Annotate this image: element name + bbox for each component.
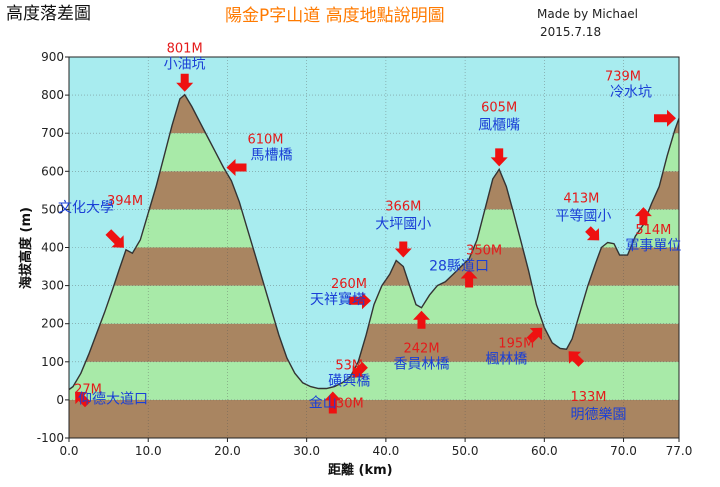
altitude-label: 413M — [563, 192, 599, 207]
place-label: 天祥寶塔 — [310, 292, 366, 308]
altitude-label: 30M — [336, 396, 364, 411]
place-label: 明德樂園 — [571, 406, 627, 423]
place-label: 仰德大道口 — [78, 392, 148, 408]
arrow-icon — [349, 292, 371, 310]
x-axis-label: 距離 (km) — [328, 462, 393, 478]
altitude-label: 394M — [107, 194, 143, 209]
place-label: 軍事單位 — [625, 238, 681, 254]
altitude-label: 133M — [570, 390, 606, 405]
altitude-label: 350M — [466, 244, 502, 259]
arrow-icon — [585, 226, 600, 241]
x-tick-label: 77.0 — [666, 444, 693, 458]
corner-title: 高度落差圖 — [6, 4, 91, 24]
x-tick-label: 20.0 — [214, 444, 241, 458]
y-tick-label: 200 — [41, 317, 64, 331]
place-label: 金山 — [309, 395, 337, 411]
place-label: 磺興橋 — [328, 374, 370, 390]
terrain-band — [69, 361, 679, 400]
plot-frame — [68, 56, 680, 439]
arrow-icon — [324, 391, 342, 414]
place-label: 楓林橋 — [485, 352, 527, 368]
y-tick-label: -100 — [37, 431, 64, 445]
y-tick-label: 900 — [41, 50, 64, 64]
arrow-icon — [568, 351, 585, 367]
altitude-label: 195M — [498, 337, 534, 352]
place-label: 小油坑 — [164, 57, 206, 73]
arrow-icon — [654, 109, 676, 127]
arrow-icon — [526, 327, 543, 344]
x-tick-label: 50.0 — [452, 444, 479, 458]
altitude-label: 366M — [385, 199, 421, 214]
altitude-label: 610M — [247, 132, 283, 147]
x-tick-label: 10.0 — [135, 444, 162, 458]
date-text: 2015.7.18 — [540, 25, 601, 39]
place-label: 風櫃嘴 — [478, 117, 520, 133]
arrow-icon — [634, 207, 652, 226]
altitude-label: 801M — [167, 42, 203, 57]
terrain-band — [69, 323, 679, 362]
x-tick-label: 0.0 — [59, 444, 78, 458]
arrow-icon — [490, 148, 508, 167]
y-tick-label: 800 — [41, 88, 64, 102]
y-tick-label: 300 — [41, 279, 64, 293]
place-label: 香員林橋 — [394, 357, 450, 373]
altitude-label: 242M — [404, 342, 440, 357]
x-tick-label: 60.0 — [531, 444, 558, 458]
y-tick-label: 400 — [41, 241, 64, 255]
arrow-icon — [105, 229, 124, 248]
arrow-icon — [176, 73, 194, 92]
place-label: 平等國小 — [555, 208, 611, 225]
place-label: 馬槽橋 — [250, 147, 292, 163]
place-label: 冷水坑 — [610, 84, 652, 100]
arrow-icon — [352, 362, 368, 378]
arrow-icon — [226, 159, 247, 176]
altitude-label: 27M — [74, 383, 102, 398]
arrow-icon — [75, 391, 91, 408]
place-label: 文化大學 — [58, 200, 114, 216]
arrow-icon — [394, 241, 412, 258]
terrain-band — [69, 399, 679, 438]
y-tick-label: 500 — [41, 202, 64, 216]
y-axis-label: 海拔高度 (m) — [18, 207, 34, 289]
y-tick-label: 100 — [41, 355, 64, 369]
altitude-label: 514M — [635, 223, 671, 238]
altitude-label: 53M — [335, 359, 363, 374]
y-tick-label: 0 — [56, 393, 64, 407]
x-tick-label: 30.0 — [293, 444, 320, 458]
arrow-icon — [413, 310, 430, 329]
altitude-label: 260M — [331, 277, 367, 292]
x-tick-label: 40.0 — [373, 444, 400, 458]
altitude-label: 605M — [481, 100, 517, 115]
place-label: 28縣道口 — [429, 259, 489, 275]
y-tick-label: 600 — [41, 164, 64, 178]
arrow-icon — [460, 269, 478, 288]
place-label: 大坪國小 — [375, 216, 431, 232]
x-tick-label: 70.0 — [610, 444, 637, 458]
credit-text: Made by Michael — [537, 7, 638, 21]
chart-title: 陽金P字山道 高度地點說明圖 — [225, 6, 445, 26]
y-tick-label: 700 — [41, 126, 64, 140]
altitude-label: 739M — [605, 69, 641, 84]
axes: -100 0 100 200 300 400 500 600 700 800 900 0.0 10.0 2… — [37, 50, 693, 458]
